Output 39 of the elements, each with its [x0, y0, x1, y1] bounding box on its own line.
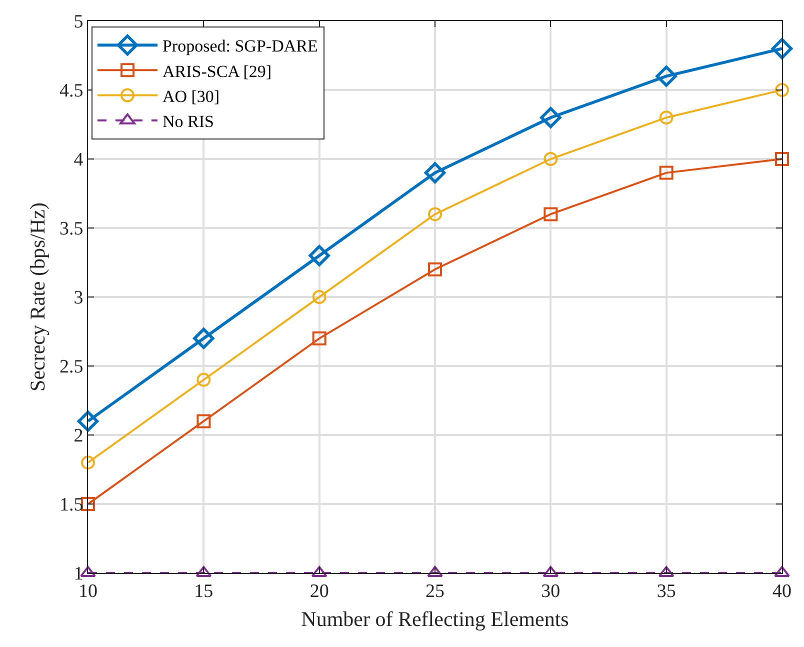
x-tick-label: 30 — [541, 580, 560, 602]
point — [544, 152, 558, 166]
point — [540, 107, 562, 128]
point — [775, 152, 789, 166]
y-tick-label: 3 — [74, 288, 84, 309]
legend-label: No RIS — [162, 112, 214, 131]
point — [656, 66, 677, 87]
x-tick-label: 20 — [310, 580, 329, 602]
point — [308, 245, 330, 266]
point — [544, 207, 558, 222]
point — [428, 207, 442, 222]
x-tick-label: 35 — [656, 580, 676, 602]
point — [81, 497, 95, 511]
y-axis-title: Secrecy Rate (bps/Hz) — [26, 202, 50, 392]
x-tick-label: 40 — [772, 580, 792, 602]
point — [424, 162, 446, 184]
y-tick-label: 4 — [74, 150, 84, 171]
legend-label: AO [30] — [162, 86, 220, 106]
point — [771, 38, 793, 60]
point — [312, 290, 326, 304]
point — [196, 372, 211, 387]
y-tick-label: 2 — [74, 426, 84, 447]
x-axis-title: Number of Reflecting Elements — [301, 607, 569, 631]
y-tick-label: 3.5 — [59, 218, 84, 240]
point — [312, 331, 326, 346]
x-tick-label: 15 — [194, 580, 214, 602]
legend-label: Proposed: SGP-DARE — [162, 36, 318, 56]
point — [659, 110, 674, 125]
point — [775, 83, 789, 97]
point — [193, 328, 214, 349]
y-tick-label: 5 — [74, 12, 84, 33]
x-tick-label: 25 — [426, 580, 444, 602]
legend-label: ARIS-SCA [29] — [162, 62, 272, 81]
point — [81, 456, 95, 470]
point — [659, 166, 674, 180]
point — [196, 414, 211, 428]
y-tick-label: 2.5 — [59, 356, 84, 378]
y-tick-label: 4.5 — [59, 80, 84, 102]
point — [428, 262, 442, 276]
